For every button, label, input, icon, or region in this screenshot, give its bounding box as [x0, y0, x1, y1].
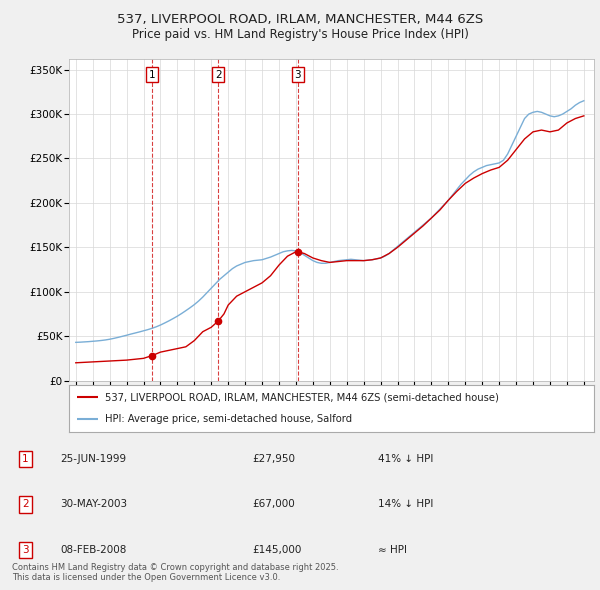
Text: 08-FEB-2008: 08-FEB-2008 — [60, 545, 127, 555]
Text: 3: 3 — [22, 545, 29, 555]
Text: 1: 1 — [22, 454, 29, 464]
Text: 41% ↓ HPI: 41% ↓ HPI — [378, 454, 433, 464]
Text: £67,000: £67,000 — [252, 500, 295, 509]
Text: ≈ HPI: ≈ HPI — [378, 545, 407, 555]
Text: HPI: Average price, semi-detached house, Salford: HPI: Average price, semi-detached house,… — [105, 414, 352, 424]
Text: £27,950: £27,950 — [252, 454, 295, 464]
Text: 2: 2 — [22, 500, 29, 509]
Text: Price paid vs. HM Land Registry's House Price Index (HPI): Price paid vs. HM Land Registry's House … — [131, 28, 469, 41]
Text: 14% ↓ HPI: 14% ↓ HPI — [378, 500, 433, 509]
Text: 2: 2 — [215, 70, 221, 80]
Text: £145,000: £145,000 — [252, 545, 301, 555]
Text: 1: 1 — [148, 70, 155, 80]
Text: 30-MAY-2003: 30-MAY-2003 — [60, 500, 127, 509]
Text: 25-JUN-1999: 25-JUN-1999 — [60, 454, 126, 464]
Text: 3: 3 — [295, 70, 301, 80]
Text: Contains HM Land Registry data © Crown copyright and database right 2025.
This d: Contains HM Land Registry data © Crown c… — [12, 563, 338, 582]
Text: 537, LIVERPOOL ROAD, IRLAM, MANCHESTER, M44 6ZS: 537, LIVERPOOL ROAD, IRLAM, MANCHESTER, … — [117, 13, 483, 26]
Text: 537, LIVERPOOL ROAD, IRLAM, MANCHESTER, M44 6ZS (semi-detached house): 537, LIVERPOOL ROAD, IRLAM, MANCHESTER, … — [105, 392, 499, 402]
